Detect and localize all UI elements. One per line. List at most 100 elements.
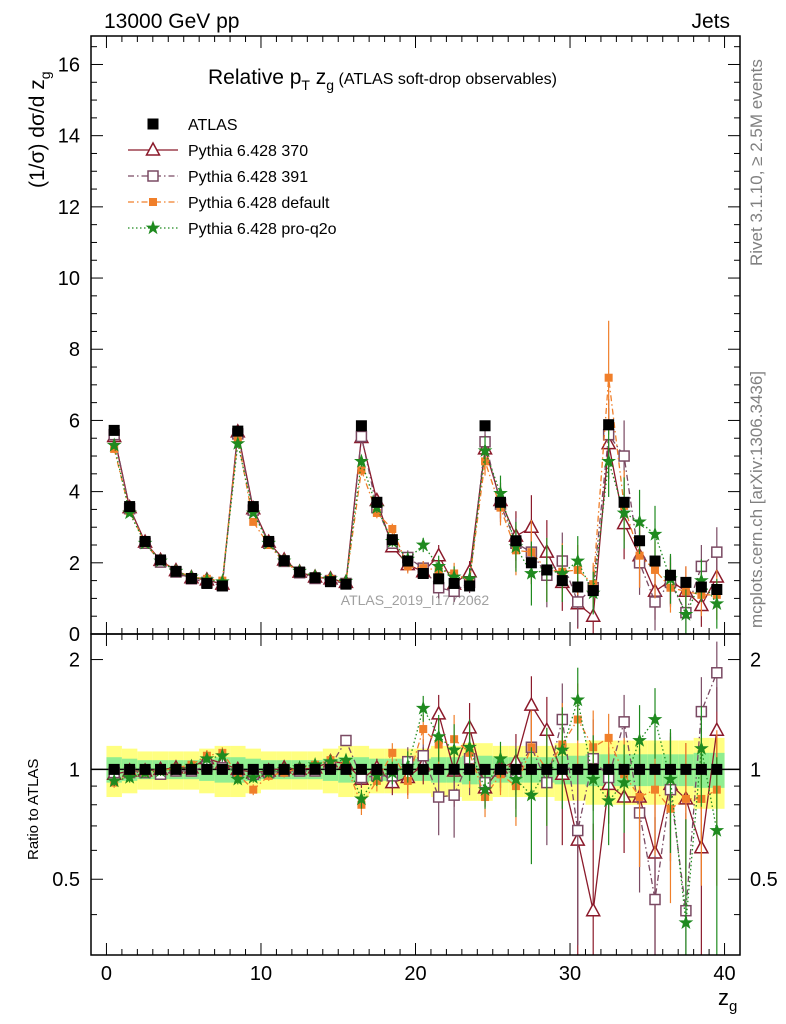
ratio-point (371, 763, 383, 775)
x-tick-label: 30 (559, 963, 581, 985)
ratio-point (431, 728, 447, 743)
ratio-point (632, 732, 647, 747)
series-line (113, 443, 718, 617)
ratio-point (711, 667, 723, 679)
ratio-point (170, 763, 182, 775)
y-tick-label: 14 (58, 126, 80, 148)
x-label-sub: g (729, 998, 737, 1015)
data-point (618, 496, 630, 508)
ratio-point (325, 763, 337, 775)
data-point (572, 581, 584, 593)
ratio-tick-label-right: 2 (750, 650, 761, 672)
legend-entry: Pythia 6.428 default (128, 195, 330, 212)
title-rest: (ATLAS soft-drop observables) (334, 71, 557, 88)
x-tick-label: 0 (101, 963, 112, 985)
ratio-point (433, 763, 445, 775)
ratio-point (647, 711, 663, 726)
data-point (604, 373, 613, 382)
data-point (417, 567, 429, 579)
legend-marker (149, 198, 157, 206)
ratio-point (201, 763, 213, 775)
data-point (155, 554, 167, 566)
ratio-point (585, 902, 601, 917)
x-tick-label: 10 (250, 963, 272, 985)
data-point (464, 580, 476, 592)
data-point (649, 596, 661, 608)
series-atlas (108, 419, 723, 597)
x-axis-label: zg (718, 985, 737, 1015)
y-tick-label: 16 (58, 54, 80, 76)
data-point (170, 565, 182, 577)
ratio-point (215, 747, 230, 763)
ratio-point (601, 793, 616, 808)
ratio-point (354, 791, 369, 806)
ratio-point (523, 696, 540, 711)
x-tick-label: 20 (404, 963, 426, 985)
ratio-point (603, 763, 615, 775)
ratio-point (419, 725, 428, 734)
data-point (711, 584, 723, 596)
legend-entry: Pythia 6.428 pro-q2o (128, 220, 337, 238)
data-point (541, 564, 553, 576)
data-point (678, 606, 694, 621)
data-point (139, 535, 151, 547)
ratio-point (355, 763, 367, 775)
legend-label: Pythia 6.428 391 (188, 169, 308, 186)
y-axis-label: (1/σ) dσ/d zg (26, 71, 53, 188)
ratio-point (388, 748, 397, 757)
ratio-point (694, 740, 709, 755)
legend-entry: Pythia 6.428 391 (128, 169, 308, 186)
ratio-point (556, 763, 568, 775)
data-point (524, 565, 539, 580)
ratio-point (309, 763, 321, 775)
ratio-point (711, 763, 723, 775)
ratio-point (446, 742, 462, 757)
y-tick-label: 4 (69, 482, 80, 504)
data-point (216, 580, 228, 592)
ratio-point (572, 824, 584, 837)
ratio-point (415, 700, 431, 715)
ratio-point (663, 771, 678, 786)
ratio-point (618, 763, 630, 775)
data-point (664, 569, 676, 581)
data-point (433, 573, 445, 585)
data-point (106, 437, 122, 452)
data-point (388, 524, 397, 533)
series-pythia-6-428-default (110, 320, 721, 620)
ratio-series-atlas (108, 763, 723, 775)
data-point (618, 450, 630, 462)
data-point (709, 595, 725, 610)
mcplots-text: mcplots.cern.ch [arXiv:1306.3436] (747, 371, 766, 628)
ratio-point (185, 763, 197, 775)
legend-entry: Pythia 6.428 370 (128, 141, 308, 160)
ratio-point (249, 785, 258, 794)
data-point (249, 517, 258, 526)
header-energy: 13000 GeV pp (104, 10, 239, 33)
ratio-point (402, 763, 414, 775)
title-main: Relative p (208, 66, 301, 89)
ratio-point (709, 822, 725, 837)
ratio-tick-label-right: 1 (750, 759, 761, 781)
ratio-point (695, 763, 707, 775)
data-point (647, 526, 663, 541)
ratio-point (616, 774, 632, 789)
data-point (587, 585, 599, 597)
ratio-point (247, 763, 259, 775)
data-point (124, 501, 136, 513)
series-line (113, 431, 718, 618)
data-point (632, 514, 647, 529)
ratio-point (464, 763, 476, 775)
series-line (113, 432, 718, 615)
legend-marker (147, 118, 159, 130)
ratio-point (155, 763, 167, 775)
y-label-main: (1/σ) dσ/d z (26, 79, 49, 188)
data-point (680, 576, 692, 588)
ratio-point (572, 763, 584, 775)
ratio-point (680, 763, 692, 775)
ratio-point (139, 763, 151, 775)
ratio-point (462, 739, 477, 754)
ratio-point (508, 771, 524, 786)
ratio-point (216, 763, 228, 775)
y-tick-label: 0 (69, 624, 80, 646)
